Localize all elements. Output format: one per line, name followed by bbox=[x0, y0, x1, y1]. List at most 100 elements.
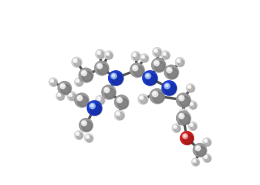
Circle shape bbox=[205, 140, 211, 146]
Circle shape bbox=[140, 96, 147, 103]
Circle shape bbox=[203, 138, 211, 146]
Circle shape bbox=[133, 53, 136, 56]
Circle shape bbox=[193, 160, 196, 162]
Circle shape bbox=[162, 81, 177, 96]
Circle shape bbox=[179, 95, 184, 101]
Circle shape bbox=[142, 56, 144, 57]
Circle shape bbox=[77, 95, 82, 101]
Circle shape bbox=[189, 122, 197, 130]
Circle shape bbox=[150, 89, 165, 104]
Circle shape bbox=[196, 147, 206, 156]
Circle shape bbox=[117, 112, 124, 119]
Circle shape bbox=[179, 109, 187, 117]
Circle shape bbox=[163, 52, 166, 55]
Circle shape bbox=[106, 52, 109, 55]
Circle shape bbox=[130, 63, 144, 77]
Circle shape bbox=[98, 98, 104, 104]
Circle shape bbox=[152, 91, 158, 97]
Circle shape bbox=[57, 92, 64, 100]
Circle shape bbox=[98, 64, 108, 74]
Circle shape bbox=[150, 89, 164, 103]
Circle shape bbox=[188, 86, 190, 87]
Circle shape bbox=[82, 71, 92, 81]
Circle shape bbox=[174, 126, 176, 127]
Circle shape bbox=[181, 111, 187, 117]
Circle shape bbox=[134, 66, 136, 69]
Circle shape bbox=[155, 50, 157, 51]
Circle shape bbox=[87, 136, 88, 137]
Circle shape bbox=[181, 111, 183, 112]
Circle shape bbox=[80, 119, 92, 131]
Circle shape bbox=[140, 54, 148, 62]
Circle shape bbox=[81, 70, 87, 76]
Circle shape bbox=[111, 73, 116, 79]
Circle shape bbox=[97, 51, 101, 54]
Circle shape bbox=[112, 74, 122, 85]
Circle shape bbox=[104, 88, 109, 93]
Circle shape bbox=[205, 156, 211, 162]
Circle shape bbox=[180, 115, 183, 117]
Circle shape bbox=[75, 78, 83, 86]
Circle shape bbox=[80, 119, 93, 132]
Circle shape bbox=[155, 50, 161, 56]
Circle shape bbox=[72, 58, 82, 67]
Circle shape bbox=[203, 138, 211, 146]
Circle shape bbox=[167, 68, 178, 78]
Circle shape bbox=[67, 92, 76, 100]
Circle shape bbox=[152, 58, 165, 72]
Circle shape bbox=[181, 110, 184, 113]
Circle shape bbox=[188, 85, 191, 88]
Circle shape bbox=[97, 97, 101, 100]
Circle shape bbox=[165, 66, 179, 79]
Circle shape bbox=[131, 52, 140, 60]
Circle shape bbox=[117, 97, 122, 103]
Circle shape bbox=[115, 110, 124, 120]
Circle shape bbox=[51, 80, 57, 86]
Circle shape bbox=[96, 96, 105, 105]
Circle shape bbox=[153, 92, 156, 95]
Circle shape bbox=[146, 74, 157, 85]
Circle shape bbox=[183, 134, 187, 139]
Circle shape bbox=[183, 134, 193, 144]
Circle shape bbox=[105, 88, 108, 91]
Circle shape bbox=[176, 58, 185, 67]
Circle shape bbox=[165, 84, 176, 95]
Circle shape bbox=[191, 124, 196, 130]
Circle shape bbox=[131, 64, 145, 78]
Circle shape bbox=[95, 62, 109, 75]
Circle shape bbox=[165, 65, 178, 79]
Circle shape bbox=[184, 135, 186, 137]
Circle shape bbox=[180, 132, 193, 144]
Circle shape bbox=[143, 71, 157, 85]
Circle shape bbox=[189, 101, 197, 109]
Circle shape bbox=[82, 122, 92, 131]
Circle shape bbox=[79, 68, 93, 82]
Circle shape bbox=[181, 132, 194, 145]
Circle shape bbox=[174, 125, 177, 128]
Circle shape bbox=[205, 156, 206, 157]
Circle shape bbox=[152, 59, 166, 73]
Circle shape bbox=[58, 82, 71, 94]
Circle shape bbox=[88, 101, 102, 116]
Circle shape bbox=[134, 54, 135, 55]
Circle shape bbox=[192, 158, 199, 166]
Circle shape bbox=[115, 111, 125, 120]
Circle shape bbox=[133, 54, 140, 60]
Circle shape bbox=[77, 80, 82, 86]
Circle shape bbox=[96, 50, 105, 59]
Circle shape bbox=[77, 133, 78, 134]
Circle shape bbox=[58, 82, 72, 95]
Circle shape bbox=[116, 112, 120, 115]
Circle shape bbox=[96, 50, 104, 58]
Circle shape bbox=[58, 94, 64, 100]
Circle shape bbox=[139, 95, 148, 104]
Circle shape bbox=[164, 53, 165, 54]
Circle shape bbox=[180, 114, 190, 125]
Circle shape bbox=[97, 63, 102, 69]
Circle shape bbox=[76, 132, 79, 135]
Circle shape bbox=[194, 160, 195, 162]
Circle shape bbox=[167, 68, 172, 73]
Circle shape bbox=[193, 144, 206, 156]
Circle shape bbox=[204, 155, 207, 158]
Circle shape bbox=[98, 65, 101, 67]
